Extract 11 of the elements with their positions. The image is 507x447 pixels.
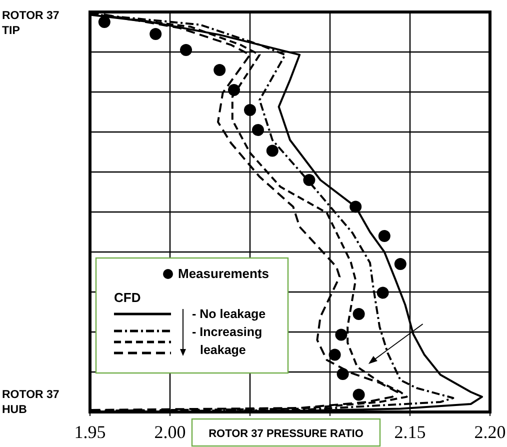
x-tick-label: 2.20: [474, 422, 506, 442]
annotation: - Increasing leakage: [192, 325, 262, 357]
text: ROTOR 37 HUB: [2, 389, 60, 416]
x-tick-label: 2.15: [394, 422, 426, 442]
x-axis-title: ROTOR 37 PRESSURE RATIO: [208, 428, 364, 440]
x-tick-label: 1.95: [74, 422, 106, 442]
legend-label: - No leakage: [192, 307, 266, 321]
text: ROTOR 37 TIP: [2, 10, 60, 37]
x-tick-label: 2.00: [154, 422, 186, 442]
legend-label: Measurements: [178, 266, 270, 281]
legend-title: CFD: [114, 290, 141, 305]
